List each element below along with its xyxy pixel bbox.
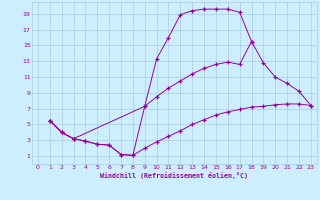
X-axis label: Windchill (Refroidissement éolien,°C): Windchill (Refroidissement éolien,°C) bbox=[100, 172, 248, 179]
